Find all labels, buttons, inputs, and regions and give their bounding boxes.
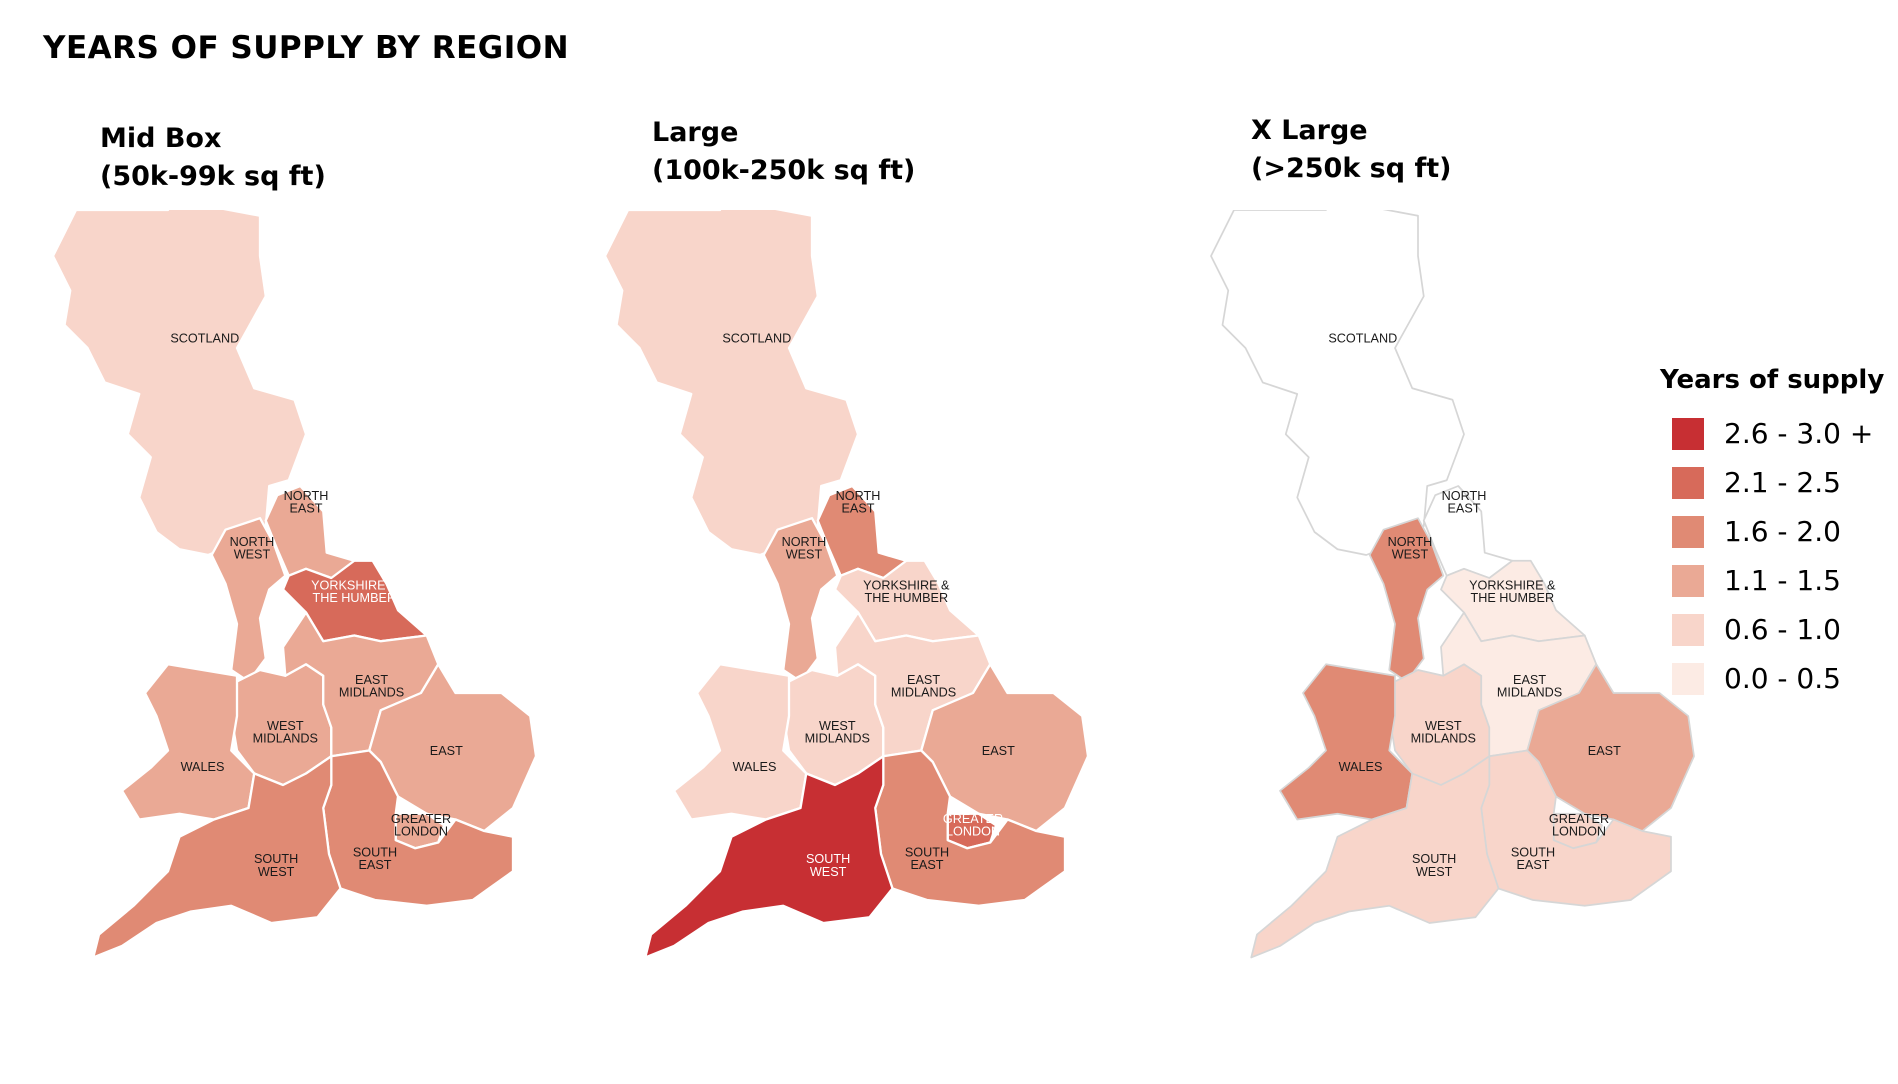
region-label-wales: WALES [181, 760, 225, 774]
panel-title-line1: Large [652, 117, 739, 148]
region-label-south-west: SOUTH WEST [806, 852, 850, 879]
region-label-west-midlands: WEST MIDLANDS [253, 719, 318, 746]
map-panel-x-large: X Large (>250k sq ft) SCOTLAND NORTH EAST N… [1104, 0, 1695, 1084]
legend-swatch [1672, 417, 1704, 450]
region-label-yorkshire: YORKSHIRE & THE HUMBER [1469, 579, 1556, 606]
region-label-east: EAST [430, 744, 463, 758]
region-label-east-midlands: EAST MIDLANDS [339, 673, 404, 700]
uk-region-map: SCOTLAND NORTH EAST NORTH WEST YORKSHIRE & THE… [603, 210, 1090, 959]
map-legend: Years of supply 2.6 - 3.0 + 2.1 - 2.5 1.6 … [1660, 365, 1884, 703]
uk-region-map: SCOTLAND NORTH EAST NORTH WEST YORKSHIRE & THE… [51, 210, 538, 959]
legend-label: 2.6 - 3.0 + [1724, 417, 1874, 450]
region-label-south-east: SOUTH EAST [905, 845, 949, 872]
legend-label: 1.6 - 2.0 [1724, 515, 1841, 548]
legend-label: 0.6 - 1.0 [1724, 613, 1841, 646]
map-panel-large: Large (100k-250k sq ft) SCOTLAND NORTH EAS… [552, 0, 1112, 1084]
region-label-north-west: NORTH WEST [230, 535, 275, 562]
panel-title-line1: X Large [1251, 115, 1368, 146]
region-label-south-west: SOUTH WEST [254, 852, 298, 879]
legend-label: 2.1 - 2.5 [1724, 466, 1841, 499]
region-label-yorkshire: YORKSHIRE & THE HUMBER [863, 579, 950, 606]
legend-item: 2.1 - 2.5 [1660, 458, 1884, 507]
region-scotland [1210, 210, 1465, 556]
region-label-east-midlands: EAST MIDLANDS [891, 673, 956, 700]
region-label-south-west: SOUTH WEST [1412, 852, 1456, 879]
legend-swatch [1672, 564, 1704, 597]
region-label-south-east: SOUTH EAST [353, 845, 397, 872]
region-label-east-midlands: EAST MIDLANDS [1497, 673, 1562, 700]
panel-title: Mid Box (50k-99k sq ft) [100, 120, 326, 196]
legend-item: 1.1 - 1.5 [1660, 556, 1884, 605]
page-title: YEARS OF SUPPLY BY REGION [43, 30, 570, 66]
legend-item: 0.6 - 1.0 [1660, 605, 1884, 654]
region-label-north-east: NORTH EAST [1442, 489, 1487, 516]
region-label-greater-london: GREATER LONDON [1549, 812, 1609, 839]
region-south-west [644, 755, 894, 959]
region-label-west-midlands: WEST MIDLANDS [805, 719, 870, 746]
panel-title-line2: (100k-250k sq ft) [652, 155, 916, 186]
map-panel-mid-box: Mid Box (50k-99k sq ft) SCOTLAND NORTH EAS… [0, 0, 560, 1084]
region-wales [1279, 663, 1414, 821]
region-label-scotland: SCOTLAND [722, 331, 791, 345]
legend-swatch [1672, 466, 1704, 499]
region-label-scotland: SCOTLAND [1328, 331, 1397, 345]
panel-title-line1: Mid Box [100, 123, 222, 154]
region-label-west-midlands: WEST MIDLANDS [1411, 719, 1476, 746]
region-label-wales: WALES [1339, 760, 1383, 774]
region-label-greater-london: GREATER LONDON [391, 812, 451, 839]
legend-swatch [1672, 613, 1704, 646]
region-label-south-east: SOUTH EAST [1511, 845, 1555, 872]
region-label-north-east: NORTH EAST [836, 489, 881, 516]
region-label-east: EAST [982, 744, 1015, 758]
region-north-west [762, 517, 839, 683]
panel-title: X Large (>250k sq ft) [1251, 112, 1451, 188]
panel-title: Large (100k-250k sq ft) [652, 114, 915, 190]
legend-item: 0.0 - 0.5 [1660, 654, 1884, 703]
region-south-west [1250, 755, 1500, 959]
region-label-greater-london: GREATER LONDON [943, 812, 1003, 839]
legend-swatch [1672, 662, 1704, 695]
region-label-yorkshire: YORKSHIRE & THE HUMBER [311, 579, 398, 606]
region-label-north-east: NORTH EAST [284, 489, 329, 516]
legend-label: 0.0 - 0.5 [1724, 662, 1841, 695]
region-north-west [210, 517, 287, 683]
legend-label: 1.1 - 1.5 [1724, 564, 1841, 597]
region-label-north-west: NORTH WEST [782, 535, 827, 562]
panel-title-line2: (>250k sq ft) [1251, 153, 1452, 184]
legend-item: 2.6 - 3.0 + [1660, 409, 1884, 458]
region-label-wales: WALES [733, 760, 777, 774]
legend-swatch [1672, 515, 1704, 548]
region-label-north-west: NORTH WEST [1388, 535, 1433, 562]
legend-item: 1.6 - 2.0 [1660, 507, 1884, 556]
region-north-west [1368, 517, 1445, 683]
region-label-east: EAST [1588, 744, 1621, 758]
region-south-west [92, 755, 342, 959]
region-wales [672, 663, 808, 821]
region-scotland [51, 210, 308, 557]
region-label-scotland: SCOTLAND [170, 331, 239, 345]
legend-title: Years of supply [1660, 365, 1885, 395]
uk-region-map: SCOTLAND NORTH EAST NORTH WEST YORKSHIRE & THE… [1210, 210, 1695, 959]
region-scotland [603, 210, 860, 557]
region-wales [120, 663, 256, 821]
panel-title-line2: (50k-99k sq ft) [100, 161, 326, 192]
